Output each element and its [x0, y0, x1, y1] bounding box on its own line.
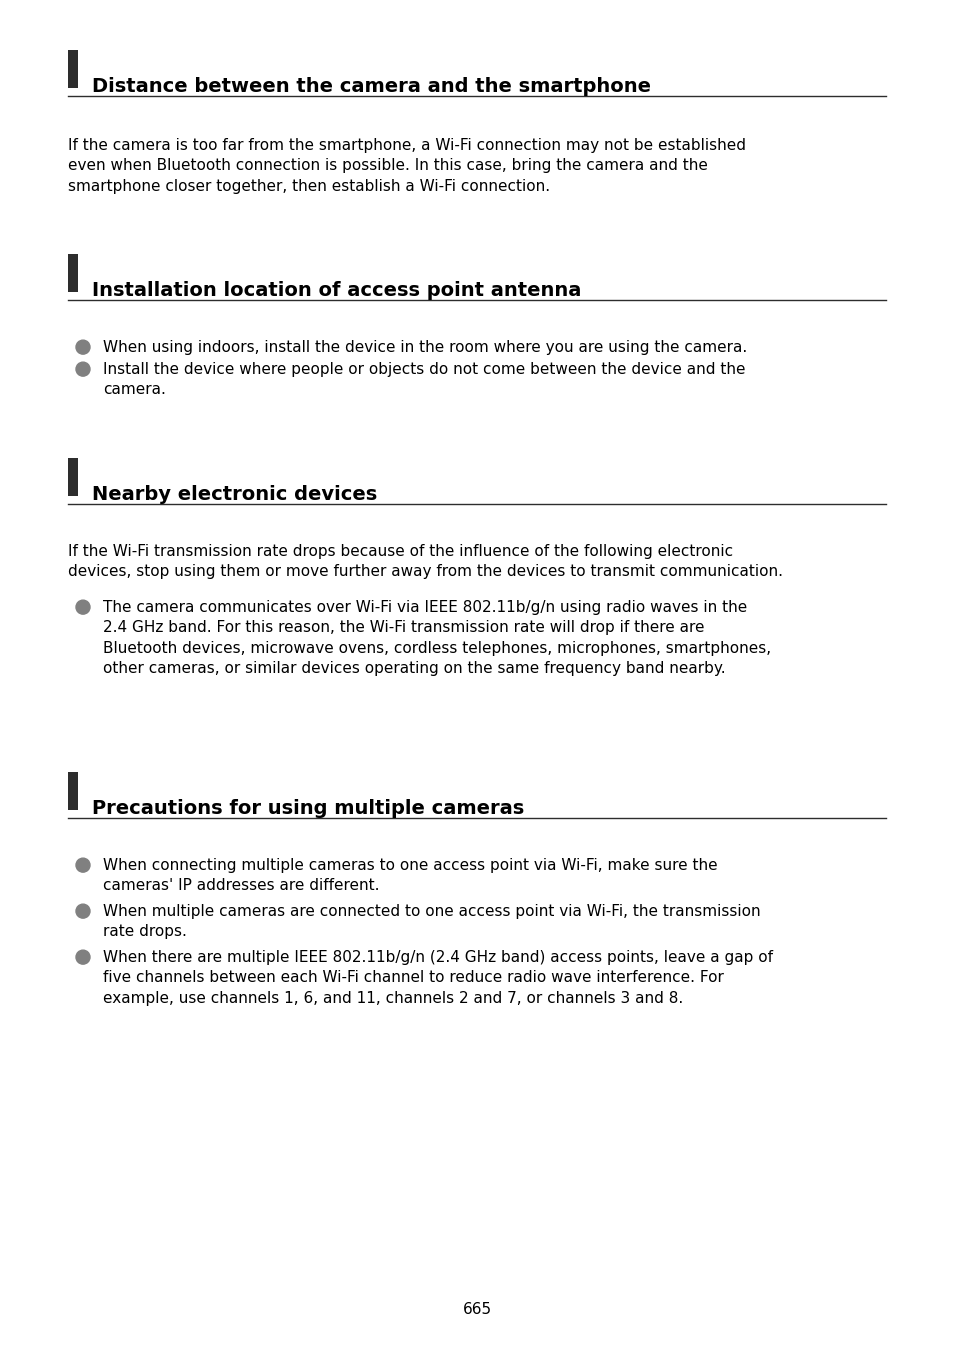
Text: Nearby electronic devices: Nearby electronic devices: [91, 486, 376, 504]
Text: Installation location of access point antenna: Installation location of access point an…: [91, 281, 580, 300]
Circle shape: [76, 362, 90, 377]
Text: Precautions for using multiple cameras: Precautions for using multiple cameras: [91, 799, 524, 819]
Text: Distance between the camera and the smartphone: Distance between the camera and the smar…: [91, 78, 650, 97]
Bar: [68, 459, 78, 496]
Bar: [68, 50, 78, 87]
Text: Install the device where people or objects do not come between the device and th: Install the device where people or objec…: [103, 362, 744, 397]
Text: If the Wi-Fi transmission rate drops because of the influence of the following e: If the Wi-Fi transmission rate drops bec…: [68, 543, 782, 580]
Circle shape: [76, 858, 90, 872]
Text: When multiple cameras are connected to one access point via Wi-Fi, the transmiss: When multiple cameras are connected to o…: [103, 904, 760, 939]
Text: The camera communicates over Wi-Fi via IEEE 802.11b/g/n using radio waves in the: The camera communicates over Wi-Fi via I…: [103, 600, 770, 677]
Circle shape: [76, 600, 90, 615]
Circle shape: [76, 340, 90, 354]
Text: When there are multiple IEEE 802.11b/g/n (2.4 GHz band) access points, leave a g: When there are multiple IEEE 802.11b/g/n…: [103, 950, 772, 1006]
Text: 665: 665: [462, 1302, 491, 1318]
Bar: [68, 772, 78, 810]
Circle shape: [76, 950, 90, 964]
Bar: [68, 254, 78, 292]
Text: When using indoors, install the device in the room where you are using the camer: When using indoors, install the device i…: [103, 340, 746, 355]
Circle shape: [76, 904, 90, 919]
Text: If the camera is too far from the smartphone, a Wi-Fi connection may not be esta: If the camera is too far from the smartp…: [68, 139, 745, 194]
Text: When connecting multiple cameras to one access point via Wi-Fi, make sure the
ca: When connecting multiple cameras to one …: [103, 858, 717, 893]
